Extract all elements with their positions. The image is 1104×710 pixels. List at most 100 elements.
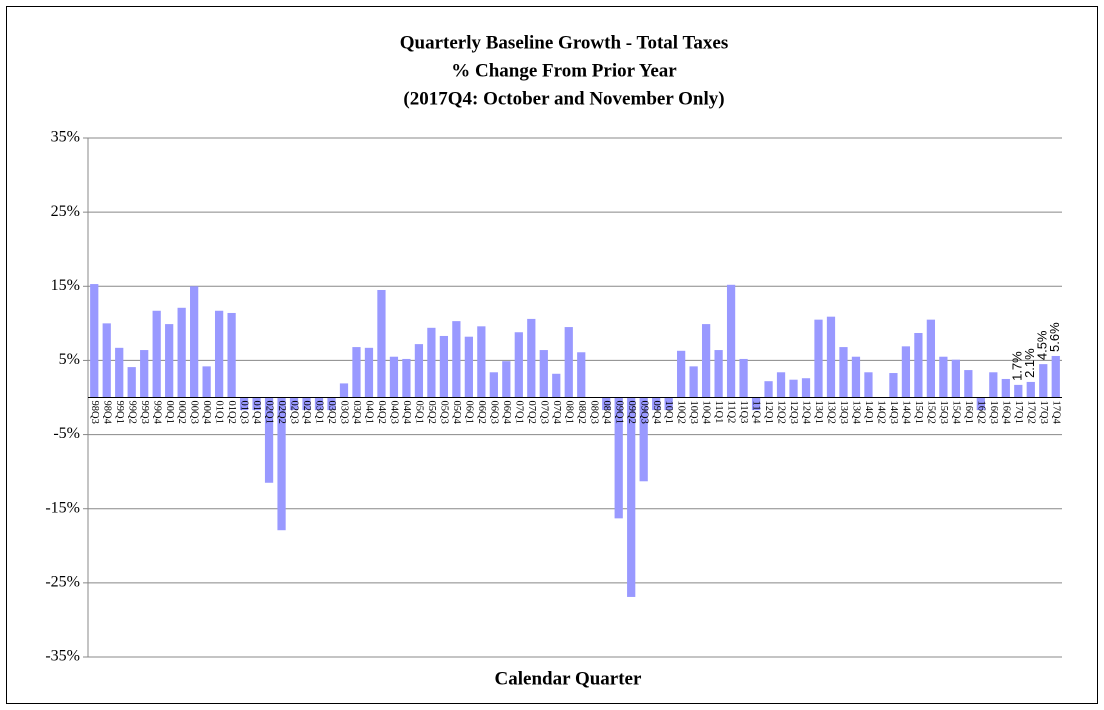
bar (889, 373, 898, 398)
bar (789, 379, 798, 398)
bar (639, 397, 648, 482)
x-tick-label: 14Q1 (863, 401, 874, 424)
bar (614, 397, 623, 519)
bar (652, 397, 661, 411)
bar (214, 310, 224, 398)
x-tick-label: 04Q3 (389, 401, 400, 424)
x-tick-label: 06Q3 (488, 401, 499, 424)
bar (989, 372, 998, 398)
x-tick-label: 12Q4 (801, 401, 812, 425)
bar (739, 358, 748, 398)
y-tick-label: 5% (59, 351, 80, 368)
x-axis-label: Calendar Quarter (495, 668, 642, 689)
bar (277, 397, 286, 531)
x-tick-label: 10Q4 (701, 401, 712, 425)
x-tick-label: 00Q3 (189, 401, 200, 424)
bar (489, 372, 498, 398)
chart-subtitle: % Change From Prior Year (451, 60, 677, 81)
x-tick-label: 08Q3 (588, 401, 599, 424)
x-tick-label: 07Q3 (538, 401, 549, 424)
bar (289, 397, 299, 411)
x-tick-label: 17Q4 (1050, 401, 1061, 425)
x-tick-label: 01Q4 (251, 401, 262, 425)
bar (714, 350, 723, 398)
data-label: 1.7% (1010, 351, 1025, 381)
bar (352, 347, 361, 398)
bar (964, 370, 973, 398)
x-tick-label: 99Q2 (126, 401, 137, 424)
bar (1051, 355, 1060, 398)
x-tick-label: 16Q3 (988, 401, 999, 424)
data-label: 5.6% (1047, 322, 1062, 352)
bar (751, 397, 761, 411)
x-tick-label: 05Q3 (438, 401, 449, 424)
x-tick-label: 05Q1 (414, 401, 425, 424)
x-tick-label: 99Q1 (114, 401, 125, 424)
bar (764, 381, 773, 398)
x-tick-label: 13Q3 (838, 401, 849, 424)
bar (776, 372, 786, 398)
bar (452, 321, 461, 398)
x-tick-label: 04Q4 (401, 401, 412, 425)
x-tick-label: 03Q3 (339, 401, 350, 424)
bar (464, 336, 473, 398)
bar (801, 378, 811, 398)
bar (314, 397, 324, 411)
x-tick-label: 04Q1 (364, 401, 375, 424)
bar (252, 397, 261, 411)
x-tick-label: 17Q2 (1025, 401, 1036, 424)
x-tick-label: 14Q4 (901, 401, 912, 425)
x-tick-label: 11Q4 (751, 401, 762, 425)
bar (364, 347, 374, 398)
x-tick-label: 05Q4 (451, 401, 462, 425)
bar (814, 319, 823, 398)
data-label: 4.5% (1035, 330, 1050, 360)
x-tick-label: 03Q2 (326, 401, 337, 424)
data-label: 2.1% (1022, 348, 1037, 378)
x-tick-label: 01Q3 (239, 401, 250, 424)
y-tick-label: -5% (53, 425, 80, 442)
y-tick-label: -35% (45, 648, 80, 665)
bar (552, 373, 561, 398)
x-tick-label: 98Q4 (101, 401, 112, 425)
x-tick-label: 15Q2 (925, 401, 936, 424)
bar (926, 319, 936, 398)
bar (152, 310, 161, 398)
bar (627, 397, 636, 597)
bar (165, 324, 174, 398)
x-tick-label: 98Q3 (89, 401, 100, 424)
x-tick-label: 00Q1 (164, 401, 175, 424)
x-tick-label: 01Q2 (226, 401, 237, 424)
x-tick-label: 12Q3 (788, 401, 799, 424)
x-tick-label: 15Q3 (938, 401, 949, 424)
bar (1039, 364, 1048, 398)
bar (689, 366, 698, 398)
bar (339, 383, 349, 398)
bar (726, 284, 736, 398)
x-tick-label: 08Q4 (601, 401, 612, 425)
bar (1001, 378, 1010, 398)
x-tick-label: 06Q4 (501, 401, 512, 425)
x-tick-label: 01Q1 (214, 401, 225, 424)
bar (389, 356, 399, 398)
x-tick-label: 17Q3 (1038, 401, 1049, 424)
x-tick-label: 10Q2 (676, 401, 687, 424)
bar (839, 347, 848, 398)
x-tick-label: 15Q1 (913, 401, 924, 424)
bar (677, 350, 686, 398)
bar (701, 324, 711, 398)
x-tick-label: 10Q3 (688, 401, 699, 424)
x-tick-label: 08Q1 (563, 401, 574, 424)
chart-subtitle: (2017Q4: October and November Only) (403, 88, 724, 109)
x-tick-label: 00Q4 (201, 401, 212, 425)
x-tick-label: 99Q4 (151, 401, 162, 425)
y-tick-label: -15% (45, 499, 80, 516)
x-tick-label: 09Q2 (626, 401, 637, 424)
bar (402, 358, 411, 398)
x-tick-label: 13Q4 (851, 401, 862, 425)
bar (264, 397, 274, 483)
x-tick-label: 07Q2 (526, 401, 537, 424)
x-tick-label: 16Q1 (963, 401, 974, 424)
bar (140, 350, 149, 398)
